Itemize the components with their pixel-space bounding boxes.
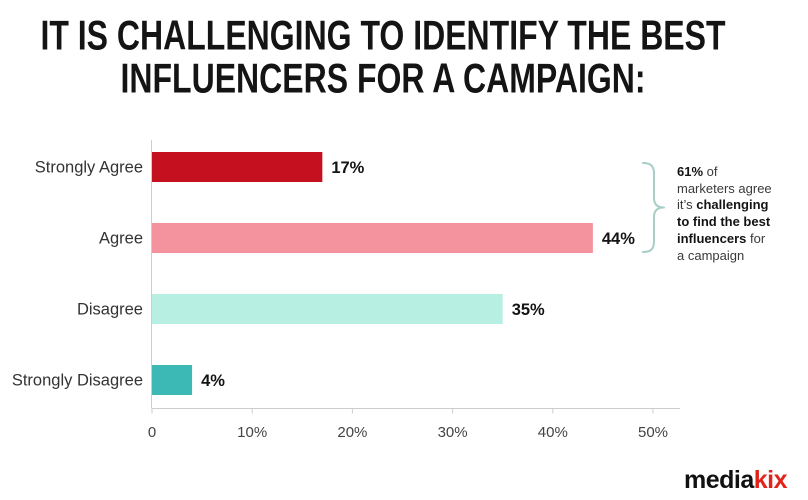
annotation-emphasis-text: to find the best [677,214,771,230]
x-tick-label: 50% [638,424,668,441]
axes: 0 10% 20% 30% 40% 50% [148,140,680,441]
logo-main-text: media [684,466,754,494]
logo-accent-text: kix [753,466,788,494]
bars: Strongly Agree 17% Agree 44% Disagree 35% Stro… [12,152,635,395]
annotation-brace [642,162,665,253]
x-tick-label: 40% [538,424,568,441]
annotation-line: a campaign [677,248,772,265]
category-label: Strongly Agree [35,159,143,177]
value-label: 44% [602,230,635,248]
annotation-line: marketers agree [677,181,772,198]
annotation-text: a campaign [677,247,745,263]
annotation-text: for [746,230,766,246]
bar-row-strongly-disagree: Strongly Disagree 4% [12,365,225,395]
bar-strongly-disagree [152,365,193,395]
annotation-text: of [703,164,718,179]
chart-title: IT IS CHALLENGING TO IDENTIFY THE BEST I… [40,11,726,102]
annotation-line: to find the best [677,214,772,231]
annotation-line: it’s challenging [677,197,772,214]
annotation-emphasis-text: 61% [677,164,704,179]
bar-strongly-agree [152,152,323,182]
value-label: 35% [512,301,545,319]
x-tick-label: 0 [148,424,156,441]
brand-logo: mediakix [684,466,788,494]
annotation-emphasis-text: challenging [696,197,769,213]
category-label: Disagree [77,301,143,319]
annotation-emphasis-text: influencers [677,230,747,246]
bar-disagree [152,294,503,324]
category-label: Strongly Disagree [12,372,143,390]
annotation-line: influencers for [677,231,772,248]
annotation-text: marketers agree [677,180,772,196]
bar-row-disagree: Disagree 35% [77,294,545,324]
x-tick-label: 30% [438,424,468,441]
annotation-line: 61% of [677,164,772,181]
x-tick-label: 20% [337,424,367,441]
value-label: 17% [331,159,364,177]
bar-row-strongly-agree: Strongly Agree 17% [35,152,365,182]
annotation-text: it’s [677,197,697,213]
bar-agree [152,223,593,253]
x-tick-label: 10% [237,424,267,441]
bar-row-agree: Agree 44% [99,223,635,253]
value-label: 4% [201,372,225,390]
annotation-callout: 61% of marketers agree it’s challenging to … [677,164,772,264]
category-label: Agree [99,230,143,248]
